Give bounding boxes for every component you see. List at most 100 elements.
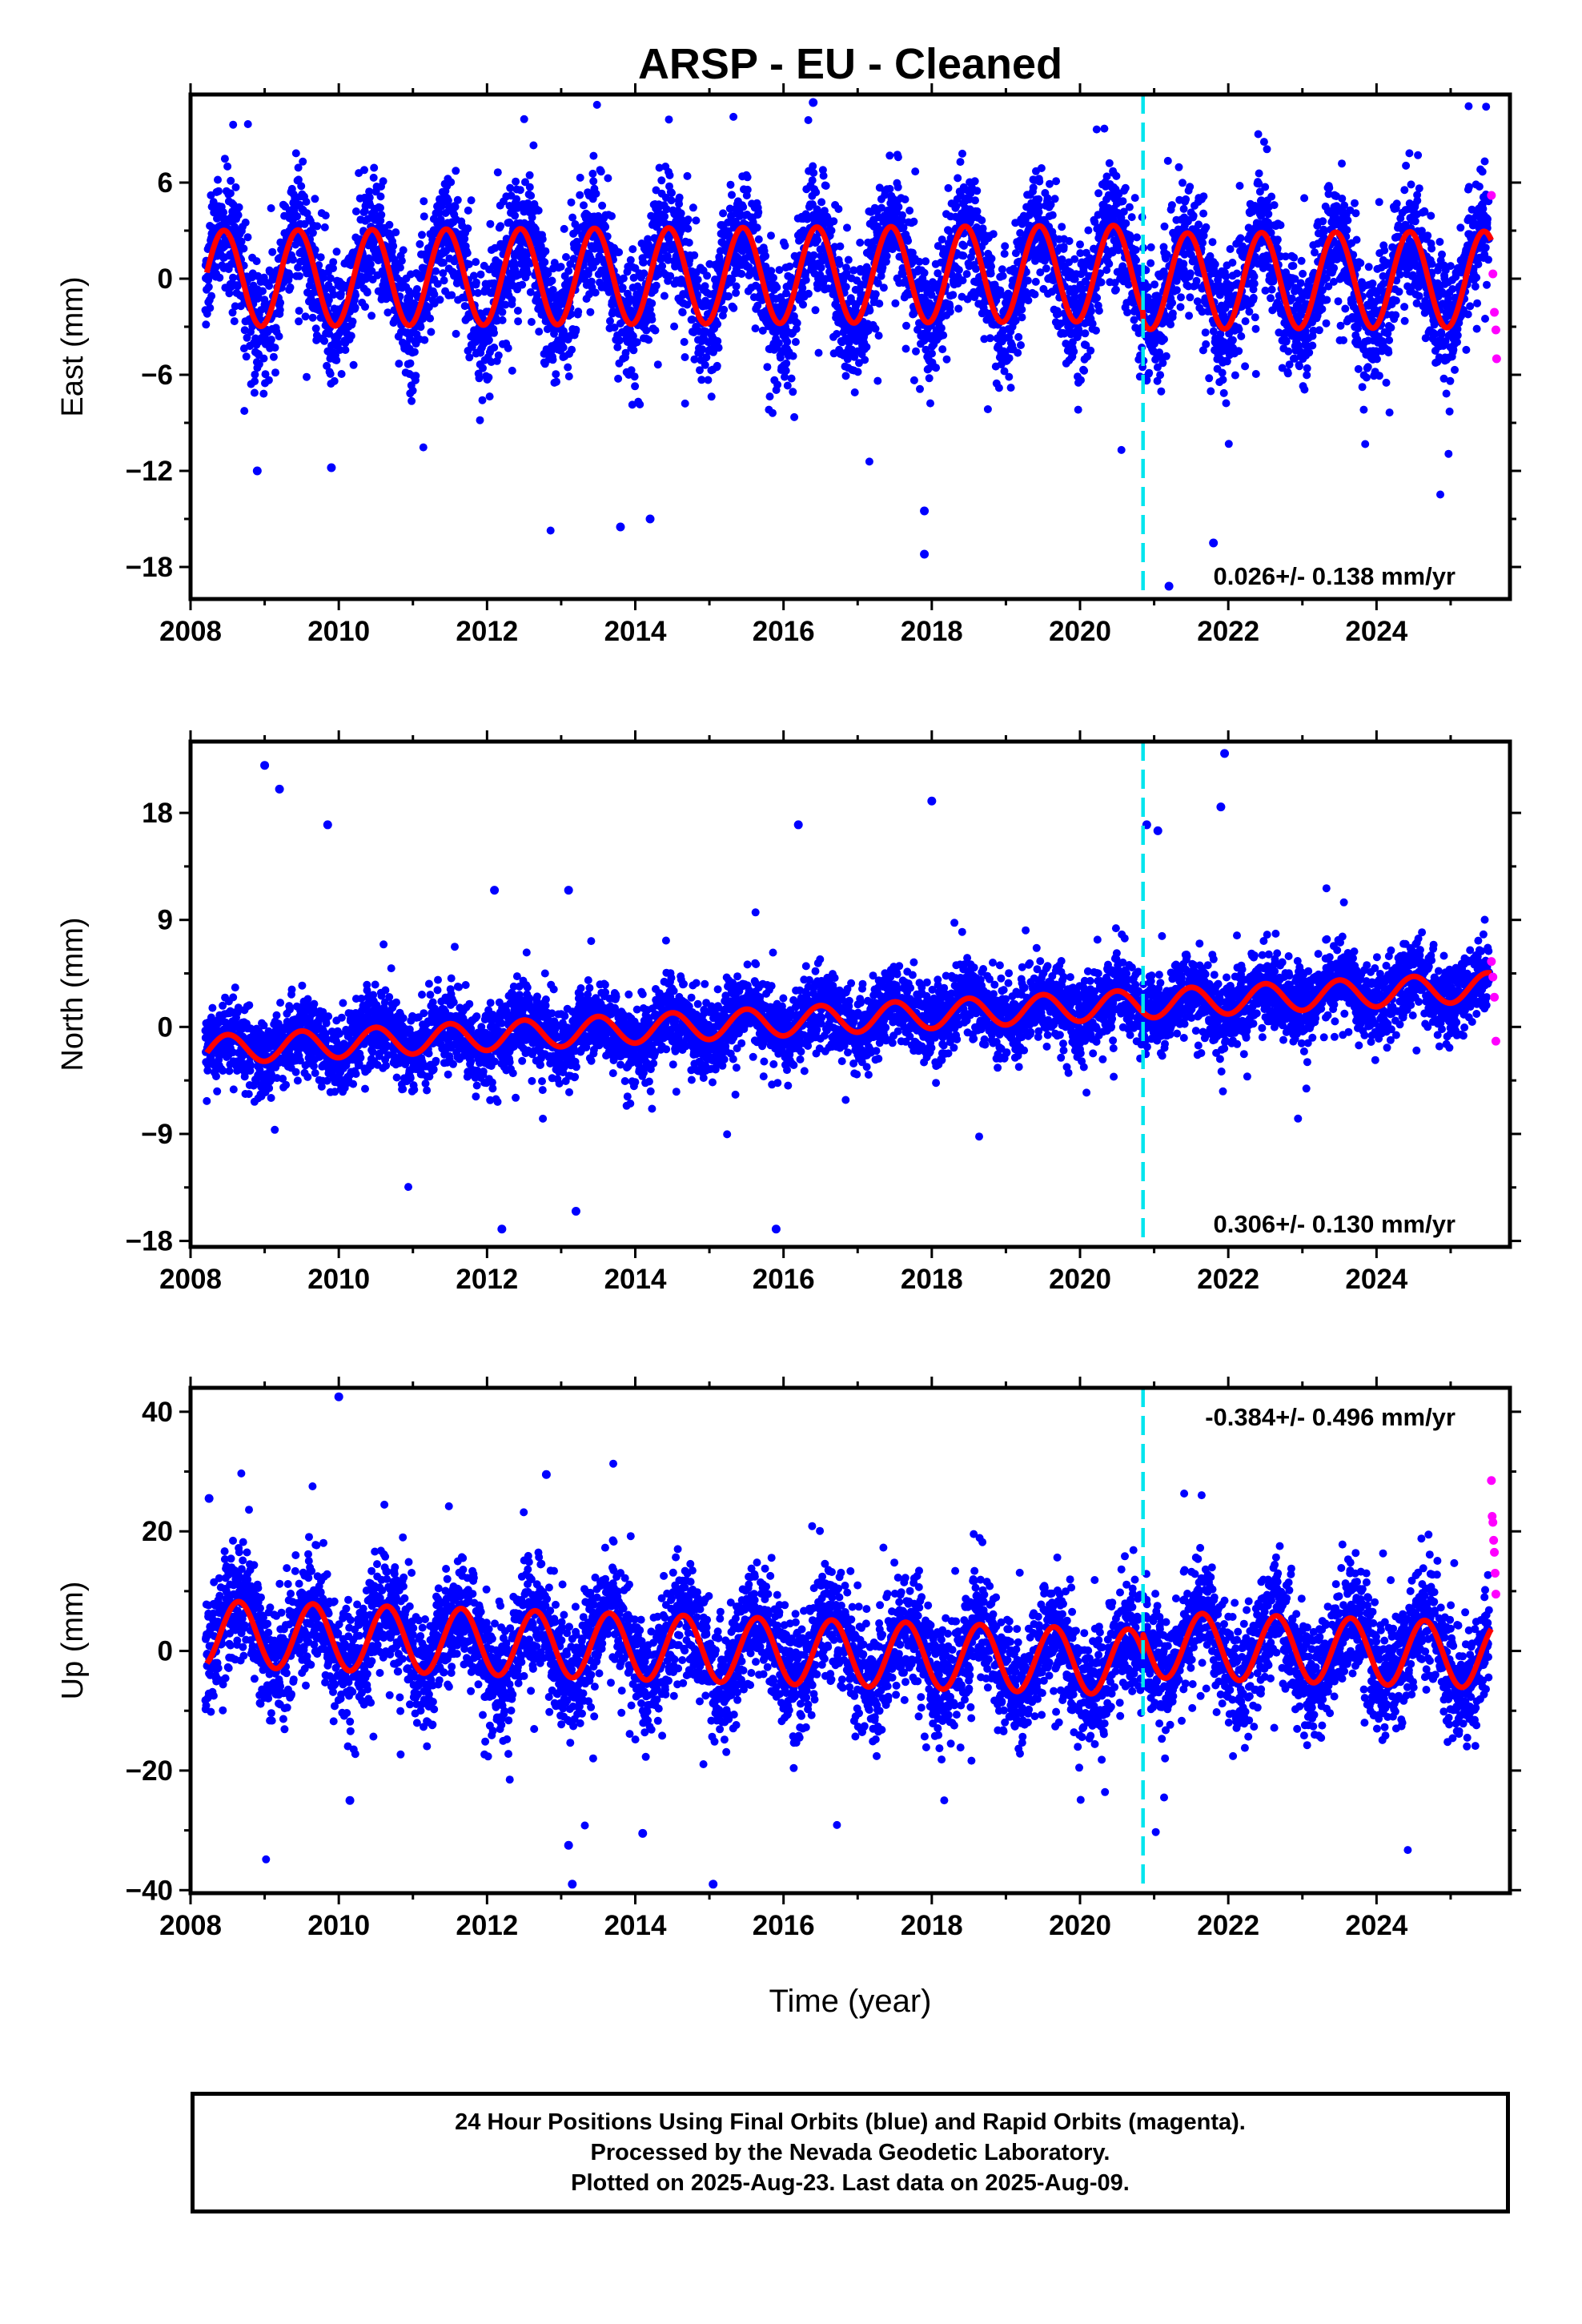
- final-orbit-point: [1011, 249, 1020, 258]
- final-orbit-point: [819, 171, 828, 180]
- final-orbit-point: [1145, 368, 1154, 377]
- final-orbit-point: [534, 206, 543, 215]
- final-orbit-point: [511, 211, 520, 220]
- final-orbit-point: [627, 366, 636, 375]
- final-orbit-point: [1235, 347, 1243, 356]
- final-orbit-point: [361, 303, 369, 312]
- final-orbit-point: [299, 157, 307, 166]
- final-orbit-point: [791, 338, 800, 346]
- final-orbit-point: [538, 235, 547, 243]
- final-orbit-point: [677, 209, 685, 218]
- final-orbit-point: [585, 290, 594, 299]
- final-orbit-point: [475, 374, 484, 383]
- final-orbit-point: [675, 193, 684, 202]
- final-orbit-point: [932, 364, 941, 372]
- final-orbit-point: [1112, 171, 1121, 180]
- final-orbit-point: [267, 336, 275, 344]
- final-orbit-point: [954, 304, 963, 313]
- final-orbit-point: [568, 213, 577, 222]
- final-orbit-point: [1174, 163, 1183, 171]
- final-orbit-point: [962, 270, 971, 279]
- final-orbit-point: [1186, 293, 1195, 302]
- final-orbit-point: [1267, 285, 1276, 294]
- final-orbit-point: [783, 381, 792, 390]
- final-orbit-point: [1283, 369, 1292, 378]
- final-orbit-point: [469, 271, 478, 280]
- final-orbit-point: [680, 338, 689, 346]
- final-orbit-point: [351, 291, 360, 300]
- final-orbit-point: [243, 233, 252, 242]
- final-orbit-point: [1080, 366, 1089, 375]
- final-orbit-point: [564, 267, 573, 275]
- final-orbit-point: [240, 407, 249, 416]
- final-orbit-point: [225, 289, 234, 298]
- final-orbit-point: [349, 360, 358, 369]
- final-orbit-point: [541, 247, 550, 255]
- final-orbit-point: [324, 296, 333, 304]
- final-orbit-point: [905, 207, 914, 215]
- final-orbit-point: [365, 193, 374, 202]
- final-orbit-point: [693, 275, 702, 284]
- final-orbit-point: [526, 287, 535, 296]
- final-orbit-point: [821, 182, 830, 190]
- final-orbit-point: [574, 308, 583, 316]
- final-orbit-point: [1029, 183, 1038, 192]
- final-orbit-point: [416, 323, 425, 332]
- final-orbit-point: [790, 412, 799, 421]
- final-orbit-point: [1086, 346, 1095, 355]
- final-orbit-point: [365, 187, 374, 196]
- final-orbit-point: [1325, 183, 1334, 192]
- final-orbit-point: [1018, 305, 1026, 314]
- final-orbit-point: [567, 198, 576, 207]
- final-orbit-point: [366, 260, 375, 268]
- final-orbit-point: [293, 212, 302, 221]
- final-orbit-point: [377, 211, 386, 219]
- final-orbit-point: [729, 304, 738, 312]
- final-orbit-point: [219, 208, 228, 217]
- final-orbit-point: [337, 370, 346, 378]
- final-orbit-point: [615, 336, 624, 345]
- final-orbit-point: [568, 345, 576, 354]
- final-orbit-point: [789, 388, 797, 396]
- final-orbit-point: [1176, 303, 1185, 312]
- final-orbit-point: [533, 291, 541, 300]
- final-orbit-point: [1192, 276, 1201, 285]
- final-orbit-point: [1228, 259, 1237, 267]
- final-orbit-point: [1311, 248, 1319, 257]
- final-orbit-point: [1303, 364, 1311, 372]
- final-orbit-point: [486, 219, 495, 228]
- final-orbit-point: [428, 235, 437, 244]
- final-orbit-point: [588, 169, 597, 178]
- final-orbit-point: [1035, 177, 1044, 186]
- final-orbit-point: [959, 251, 968, 260]
- final-orbit-point: [763, 363, 772, 372]
- final-orbit-point: [1088, 320, 1097, 328]
- final-orbit-point: [817, 198, 826, 207]
- final-orbit-point: [661, 212, 669, 221]
- final-orbit-point: [891, 299, 900, 308]
- final-orbit-point: [504, 344, 512, 352]
- final-orbit-point: [259, 354, 268, 363]
- final-orbit-point: [508, 366, 516, 375]
- final-orbit-point: [613, 343, 622, 352]
- final-orbit-point: [841, 283, 850, 292]
- final-orbit-point: [326, 274, 335, 283]
- final-orbit-point: [591, 288, 600, 297]
- final-orbit-point: [397, 256, 406, 265]
- final-orbit-point: [465, 353, 474, 362]
- final-orbit-point: [767, 267, 776, 275]
- final-orbit-point: [814, 348, 823, 357]
- final-orbit-point: [348, 317, 357, 326]
- final-orbit-point: [1343, 226, 1351, 235]
- final-orbit-point: [987, 254, 996, 263]
- final-orbit-point: [782, 359, 791, 368]
- final-orbit-point: [648, 299, 656, 308]
- final-orbit-point: [644, 336, 653, 344]
- final-orbit-point: [754, 208, 763, 216]
- final-orbit-point: [408, 396, 416, 405]
- final-orbit-point: [267, 204, 275, 212]
- final-orbit-point: [1146, 259, 1155, 267]
- final-orbit-point: [1127, 213, 1136, 222]
- final-orbit-point: [580, 201, 588, 210]
